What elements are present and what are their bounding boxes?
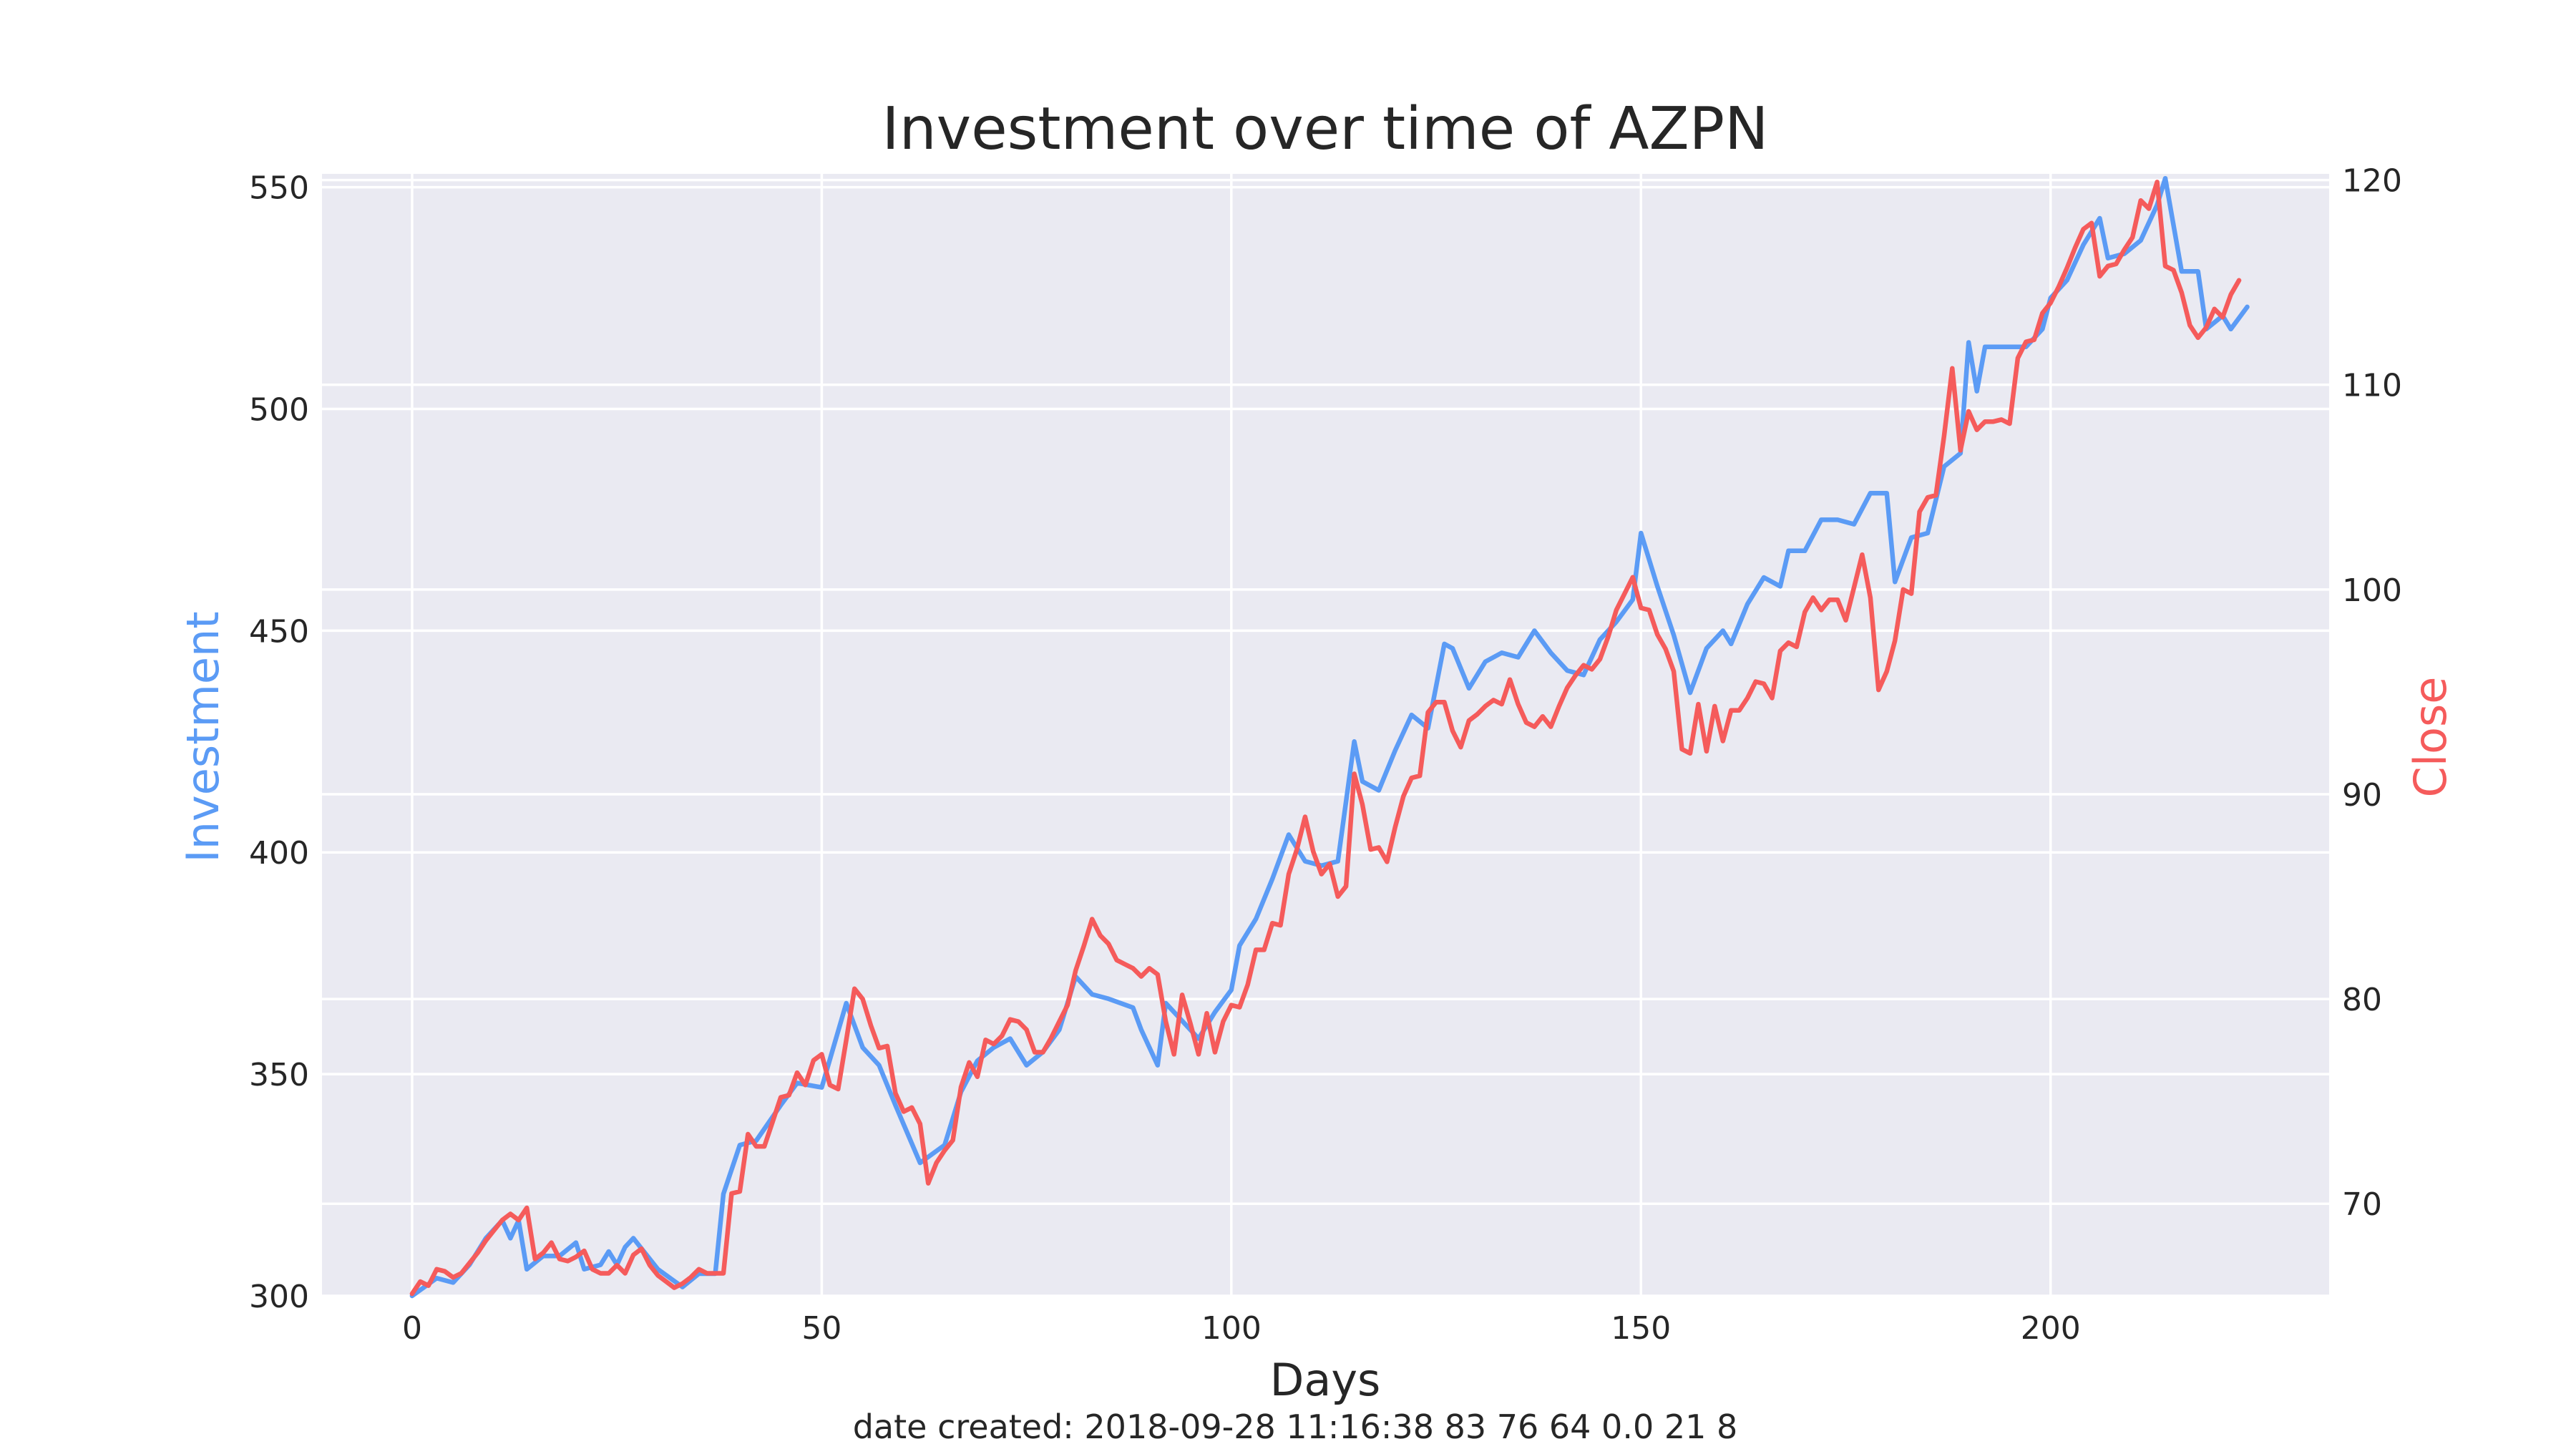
plot-area bbox=[322, 174, 2329, 1296]
date-created-footer: date created: 2018-09-28 11:16:38 83 76 … bbox=[853, 1407, 1738, 1446]
y-right-tick-label: 70 bbox=[2342, 1186, 2382, 1223]
x-tick-label: 50 bbox=[801, 1310, 841, 1347]
y-right-tick-label: 120 bbox=[2342, 163, 2402, 200]
x-axis-label: Days bbox=[1270, 1354, 1381, 1406]
y-left-tick-label: 400 bbox=[249, 835, 309, 872]
grid-layer bbox=[322, 174, 2329, 1297]
x-tick-label: 0 bbox=[402, 1310, 422, 1347]
y-right-tick-label: 110 bbox=[2342, 368, 2402, 404]
y-left-tick-label: 550 bbox=[249, 170, 309, 207]
y-left-tick-label: 350 bbox=[249, 1057, 309, 1093]
x-tick-label: 100 bbox=[1201, 1310, 1262, 1347]
y-axis-left-label: Investment bbox=[177, 611, 229, 862]
tick-layer: 0 50 100 150 200 300 350 400 450 500 550 70 80 90 100 1… bbox=[249, 163, 2402, 1347]
y-right-tick-label: 90 bbox=[2342, 777, 2382, 814]
x-tick-label: 200 bbox=[2021, 1310, 2081, 1347]
investment-line bbox=[409, 175, 2250, 1299]
y-left-tick-label: 300 bbox=[249, 1279, 309, 1315]
series-layer bbox=[409, 175, 2250, 1299]
x-tick-label: 150 bbox=[1611, 1310, 1671, 1347]
y-left-tick-label: 450 bbox=[249, 613, 309, 650]
chart-title: Investment over time of AZPN bbox=[882, 95, 1769, 163]
y-left-tick-label: 500 bbox=[249, 391, 309, 428]
y-right-tick-label: 100 bbox=[2342, 572, 2402, 609]
close-line bbox=[409, 180, 2242, 1297]
y-right-tick-label: 80 bbox=[2342, 982, 2382, 1018]
y-axis-right-label: Close bbox=[2404, 677, 2457, 798]
